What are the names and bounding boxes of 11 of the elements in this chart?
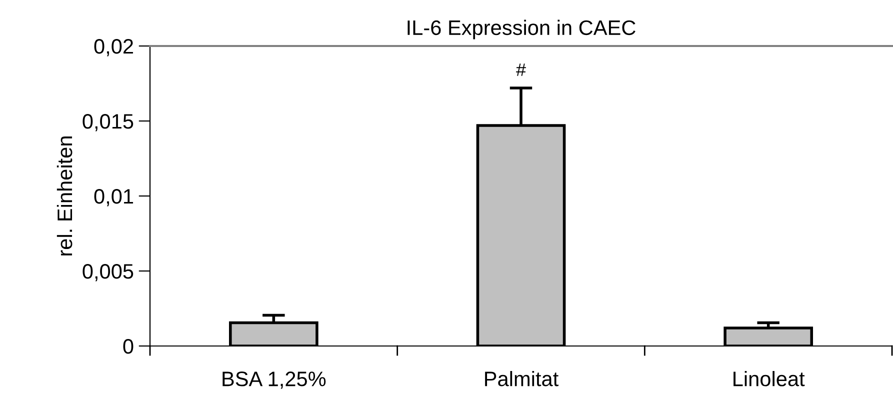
annotation: # [516,64,526,76]
y-tick-label: 0,02 [94,39,133,56]
x-tick-label: Linoleat [734,371,805,386]
y-axis-title: rel. Einheiten [56,136,72,256]
x-tick-label: BSA 1,25% [222,372,326,389]
y-tick-label: 0 [123,339,134,354]
y-tick-label: 0,01 [94,189,134,206]
chart-title: IL-6 Expression in CAEC [408,20,636,40]
y-tick-label: 0,005 [82,264,134,282]
y-tick-label: 0,015 [82,114,134,132]
x-tick-label: Palmitat [485,371,558,386]
